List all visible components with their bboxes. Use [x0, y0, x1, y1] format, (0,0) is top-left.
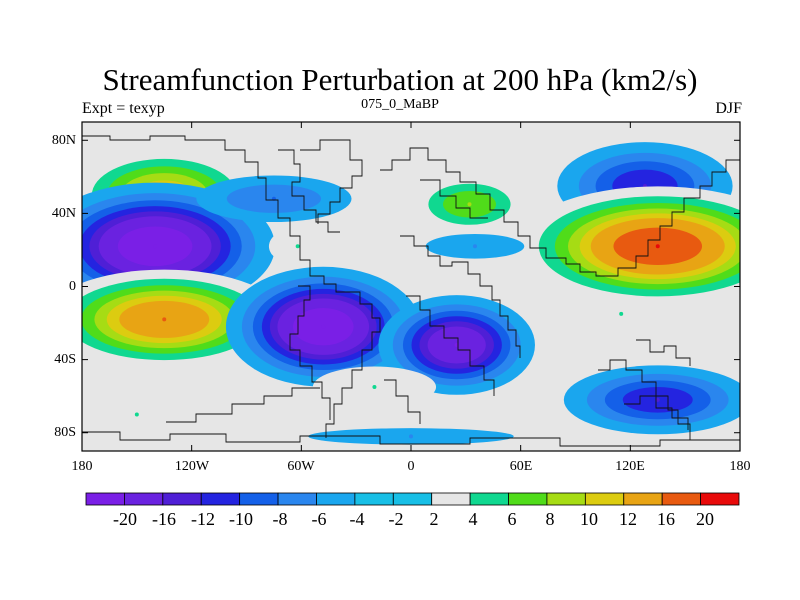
x-tick-label: 180: [729, 459, 751, 474]
negative-contour-band: [321, 324, 326, 329]
y-tick-label: 40N: [51, 206, 76, 221]
x-tick-label: 0: [407, 459, 415, 474]
y-ticks: [82, 139, 740, 434]
colorbar-swatch: [239, 492, 279, 506]
colorbar-label: -10: [229, 509, 253, 529]
x-tick-label: 60E: [509, 459, 533, 474]
season-label: DJF: [715, 100, 742, 117]
colorbar-label: -2: [388, 509, 404, 529]
positive-contour-band: [134, 412, 139, 417]
colorbar-swatch: [162, 492, 202, 506]
colorbar-swatch: [85, 492, 125, 506]
colorbar-label: 2: [429, 509, 439, 529]
colorbar-swatch: [469, 492, 509, 506]
colorbar-swatch: [623, 492, 663, 506]
y-tick-label: 0: [69, 279, 76, 294]
colorbar-swatch: [584, 492, 625, 506]
colorbar: [85, 492, 740, 506]
colorbar-label: 20: [696, 509, 714, 529]
colorbar-swatch: [700, 492, 740, 506]
colorbar-label: -12: [191, 509, 215, 529]
colorbar-swatch: [316, 492, 356, 506]
positive-contour-band: [162, 317, 167, 322]
colorbar-label: -16: [152, 509, 176, 529]
x-ticks: [81, 122, 741, 451]
colorbar-label: -4: [349, 509, 365, 529]
negative-contour-band: [153, 244, 158, 249]
negative-contour-band: [409, 434, 413, 439]
positive-contour-band: [655, 244, 660, 249]
colorbar-swatch: [546, 492, 586, 506]
x-tick-label: 120W: [174, 459, 210, 474]
chart-title: Streamfunction Perturbation at 200 hPa (…: [102, 62, 698, 97]
case-label: 075_0_MaBP: [361, 97, 439, 112]
coastlines: [82, 135, 740, 447]
x-tick-label: 180: [71, 459, 93, 474]
positive-contour-band: [467, 202, 472, 207]
colorbar-swatch: [277, 492, 317, 506]
y-tick-label: 80S: [54, 425, 76, 440]
colorbar-swatch: [200, 492, 241, 506]
colorbar-swatch: [392, 492, 433, 506]
negative-contour-band: [655, 397, 660, 402]
colorbar-label: 4: [468, 509, 478, 529]
colorbar-label: 16: [657, 509, 675, 529]
colorbar-label: 10: [580, 509, 598, 529]
contour-fill: [82, 142, 740, 445]
positive-contour-band: [372, 385, 377, 390]
positive-contour-band: [619, 311, 624, 316]
negative-contour-band: [472, 244, 477, 249]
colorbar-label: 12: [619, 509, 637, 529]
experiment-label: Expt = texyp: [82, 100, 165, 117]
y-tick-label: 40S: [54, 352, 76, 367]
colorbar-label: 8: [545, 509, 555, 529]
y-tick-label: 80N: [51, 133, 76, 148]
colorbar-label: -20: [113, 509, 137, 529]
positive-contour-band: [82, 398, 203, 431]
x-tick-label: 120E: [615, 459, 645, 474]
x-tick-label: 60W: [287, 459, 315, 474]
colorbar-swatch: [508, 492, 548, 506]
colorbar-swatch: [661, 492, 701, 506]
colorbar-swatch: [354, 492, 394, 506]
colorbar-label: -8: [272, 509, 288, 529]
colorbar-label: -6: [311, 509, 327, 529]
colorbar-swatch: [124, 492, 164, 506]
colorbar-swatch: [431, 492, 471, 506]
colorbar-label: 6: [507, 509, 517, 529]
positive-contour-band: [295, 244, 300, 249]
